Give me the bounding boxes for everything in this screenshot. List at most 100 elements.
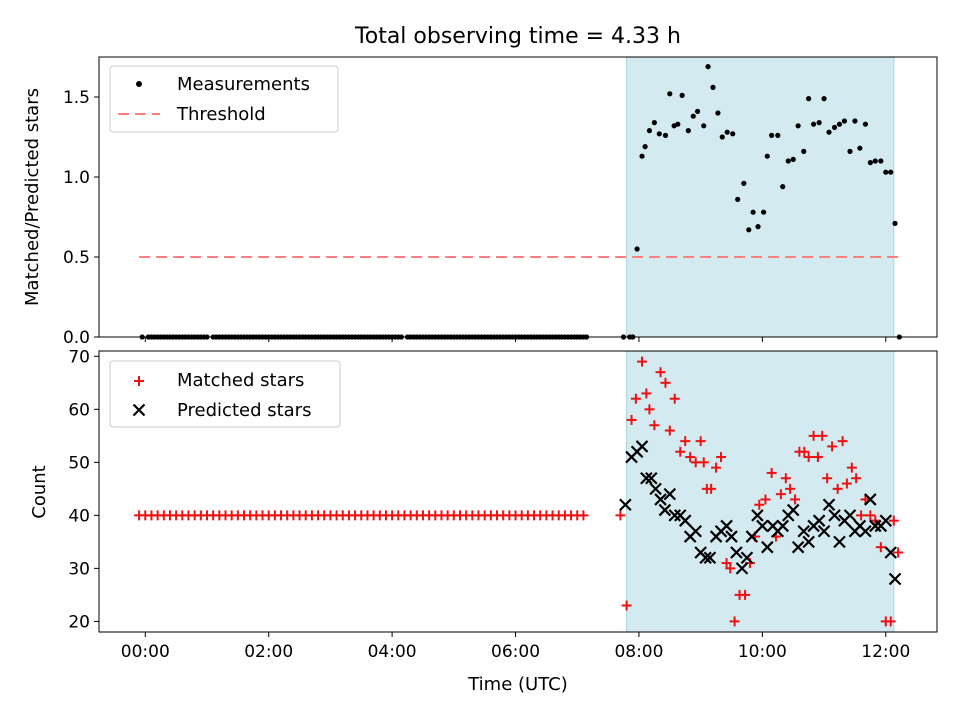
predicted-star-point-b <box>843 509 857 522</box>
matched-star-point <box>785 483 796 494</box>
predicted-star-point <box>879 514 893 527</box>
predicted-star-point-b <box>668 509 682 522</box>
legend-matched-label: Matched stars <box>177 370 304 391</box>
predicted-star-point <box>730 546 743 559</box>
counts-y-tick-label-2: 40 <box>68 506 90 526</box>
matched-star-point <box>888 515 899 526</box>
matched-star-point <box>865 510 876 521</box>
matched-star-point <box>856 510 867 521</box>
ratio-y-axis-label: Matched/Predicted stars <box>22 88 43 306</box>
matched-star-point <box>860 494 871 505</box>
measurement-point <box>735 196 741 202</box>
matched-star-point <box>725 563 736 574</box>
predicted-star-point-b <box>703 551 717 565</box>
matched-star-point <box>664 425 675 436</box>
predicted-star-point-b <box>822 498 836 512</box>
matched-star-point <box>780 473 791 484</box>
matched-star-point <box>711 462 722 473</box>
predicted-star-point-b <box>663 487 677 501</box>
ratio-y-tick-label-1: 0.5 <box>63 248 90 268</box>
matched-star-point <box>803 452 814 463</box>
predicted-star-point-b <box>654 493 667 506</box>
counts-axes-frame <box>98 350 938 633</box>
predicted-star-point-b <box>864 493 877 506</box>
matched-star-point <box>841 478 852 489</box>
matched-star-point <box>846 462 857 473</box>
predicted-star-point-b <box>658 503 672 517</box>
measurement-point <box>857 145 863 151</box>
matched-star-point <box>641 388 652 399</box>
predicted-star-point <box>689 524 702 538</box>
matched-star-point <box>775 489 786 500</box>
matched-star-point <box>760 494 771 505</box>
predicted-star-point <box>663 487 677 501</box>
matched-star-point <box>875 542 886 553</box>
matched-star-point <box>621 600 632 611</box>
predicted-star-point <box>776 519 790 533</box>
measurement-point <box>634 246 640 252</box>
matched-star-point <box>706 483 717 494</box>
predicted-star-point-b <box>833 535 846 549</box>
predicted-star-point <box>668 509 682 522</box>
matched-star-point <box>827 441 838 452</box>
predicted-star-point <box>822 498 836 512</box>
x-axis-label: Time (UTC) <box>467 674 568 695</box>
predicted-star-point-b <box>812 514 826 527</box>
predicted-star-point <box>619 498 632 512</box>
measurement-point <box>685 128 691 134</box>
matched-star-point <box>893 547 904 558</box>
matched-star-point <box>812 452 823 463</box>
predicted-star-point-b <box>735 562 749 575</box>
predicted-star-point <box>725 530 738 543</box>
measurement-point <box>764 153 770 159</box>
matched-star-point <box>716 452 727 463</box>
legend-matched-plus <box>134 376 144 386</box>
predicted-star-point <box>888 572 902 586</box>
predicted-star-point-b <box>817 524 831 538</box>
matched-star-point <box>808 430 819 441</box>
predicted-star-point <box>756 519 769 533</box>
predicted-star-point <box>791 540 805 554</box>
predicted-star-point-b <box>720 519 733 533</box>
counts-legend-box <box>109 360 341 428</box>
predicted-star-point-b <box>645 471 658 485</box>
matched-star-point <box>822 473 833 484</box>
measurement-point <box>816 120 822 126</box>
predicted-star-point <box>859 524 872 538</box>
matched-star-point <box>790 494 801 505</box>
predicted-star-point <box>817 524 831 538</box>
predicted-star-point-b <box>635 440 649 453</box>
predicted-star-point <box>884 546 897 559</box>
predicted-star-point-b <box>761 540 774 554</box>
measurement-point <box>715 110 721 116</box>
matched-star-point <box>729 616 740 627</box>
predicted-star-point <box>654 493 667 506</box>
matched-star-point <box>885 616 896 627</box>
measurement-point <box>892 220 898 226</box>
measurement-point <box>679 92 685 98</box>
predicted-star-point <box>720 519 733 533</box>
x-tick-label-5: 10:00 <box>738 642 787 662</box>
measurement-point <box>667 91 673 97</box>
matched-star-point <box>832 483 843 494</box>
predicted-star-point <box>699 551 712 565</box>
measurement-point <box>862 121 869 127</box>
measurement-point <box>795 123 801 129</box>
ratio-y-tick-label-0: 0.0 <box>63 328 90 348</box>
predicted-star-point-b <box>786 503 800 517</box>
measurement-point <box>701 123 707 129</box>
matched-star-point <box>655 367 666 378</box>
measurement-point <box>867 160 873 166</box>
predicted-star-point-b <box>776 519 790 533</box>
predicted-star-point <box>751 509 764 522</box>
measurement-point <box>724 129 730 135</box>
matched-star-point <box>698 457 709 468</box>
matched-star-point <box>721 558 732 569</box>
counts-y-tick-label-0: 20 <box>68 612 90 632</box>
matched-star-point <box>675 446 686 457</box>
predicted-star-point-b <box>640 471 653 485</box>
predicted-star-point-b <box>740 551 754 565</box>
predicted-star-point <box>735 562 749 575</box>
measurement-point <box>642 144 648 150</box>
